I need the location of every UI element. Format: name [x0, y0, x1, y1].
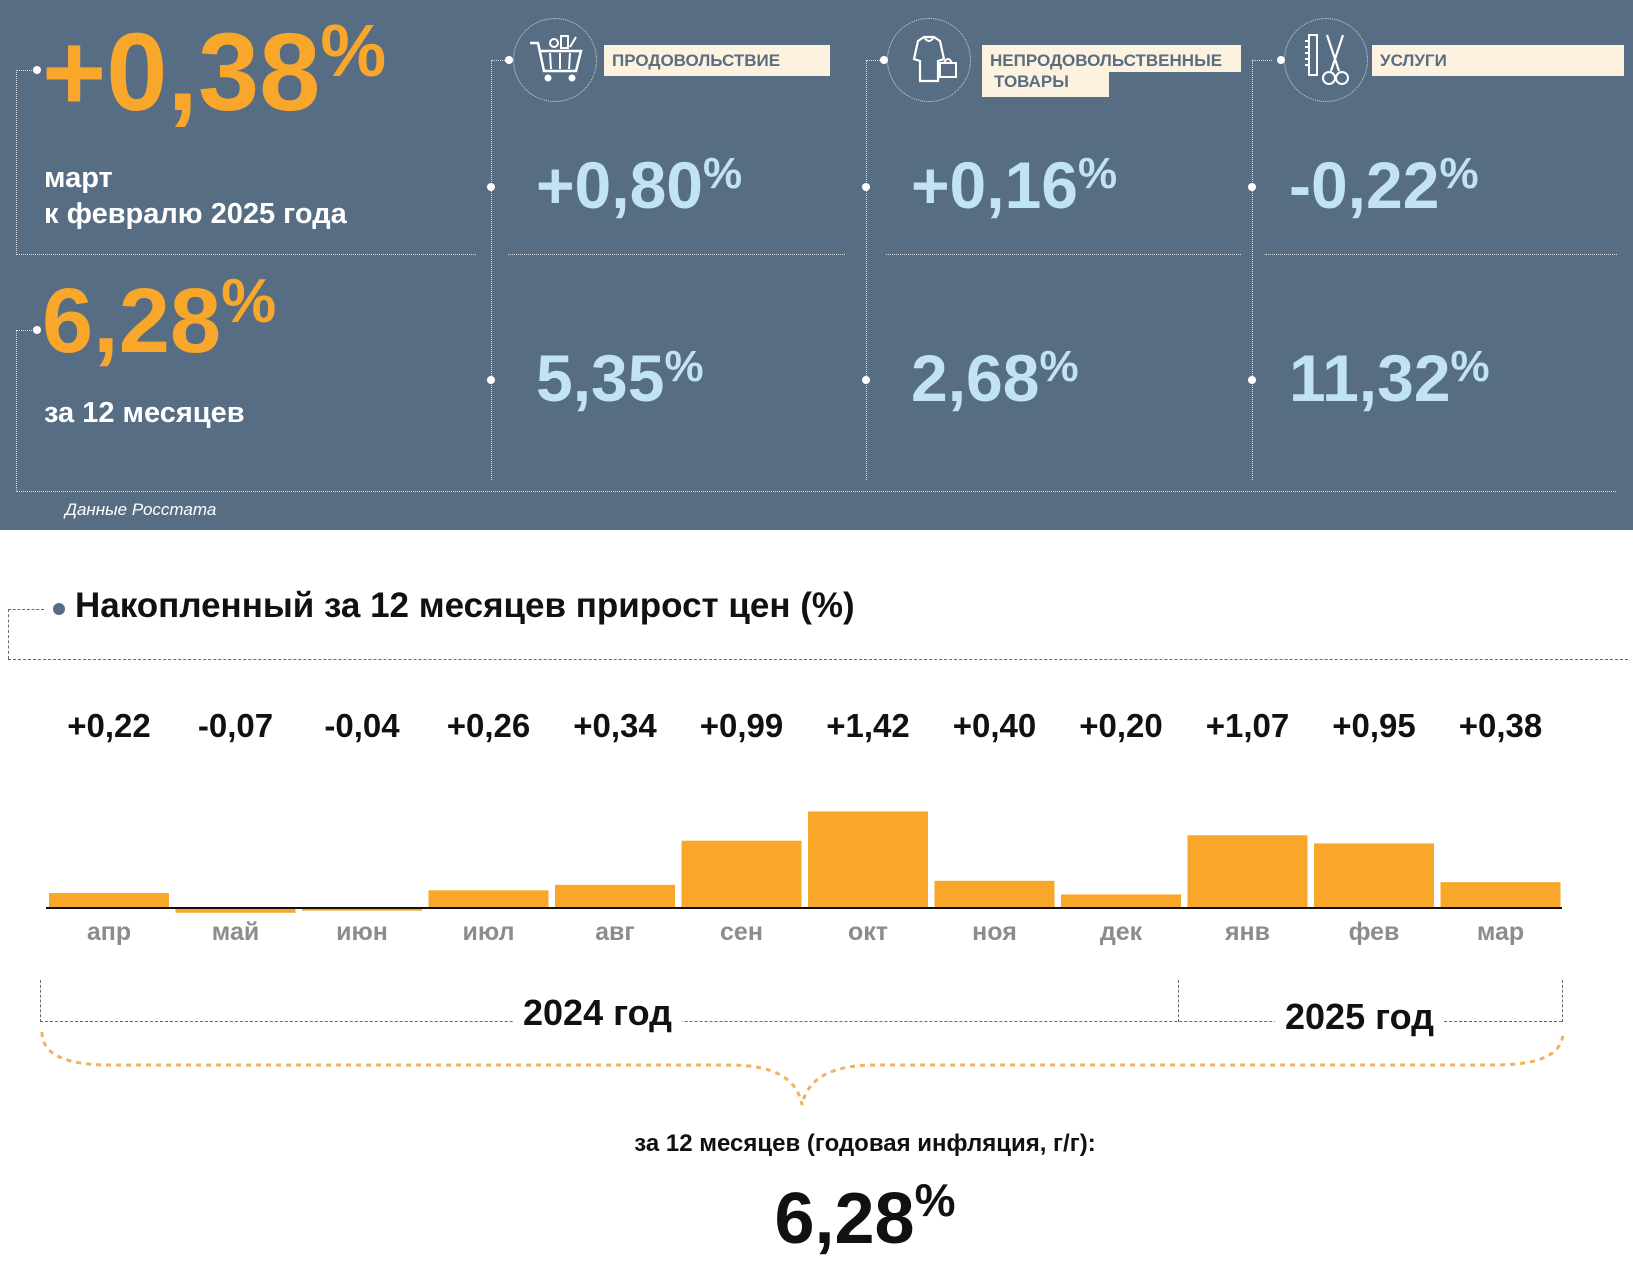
connector-line — [16, 70, 36, 71]
bar-май — [175, 908, 296, 913]
connector-dot — [1248, 183, 1256, 191]
connector-dot — [33, 66, 41, 74]
connector-dot — [487, 376, 495, 384]
bracket-line — [1562, 980, 1563, 1022]
month-label-дек: дек — [1099, 918, 1143, 946]
connector-dot — [880, 56, 888, 64]
connector-line — [866, 60, 867, 480]
month-label-ноя: ноя — [972, 918, 1017, 946]
connector-line — [16, 330, 36, 331]
category-label-nonfood-line2: ТОВАРЫ — [982, 70, 1109, 97]
divider-line — [8, 659, 1628, 660]
footer-annual-value: 6,28% — [774, 1174, 956, 1259]
connector-line — [866, 60, 886, 61]
divider-line — [886, 254, 1241, 255]
value-label-июл: +0,26 — [446, 707, 531, 744]
year-label-2025: 2025 год — [1275, 996, 1444, 1038]
connector-line — [1252, 60, 1272, 61]
annual-cpi-value: 6,28% — [42, 267, 277, 372]
connector-line — [8, 609, 44, 610]
value-label-июн: -0,04 — [324, 707, 400, 744]
title-dot — [53, 603, 65, 615]
shopping-cart-icon — [513, 18, 597, 102]
services-monthly-value: -0,22% — [1289, 148, 1479, 222]
bar-окт — [808, 811, 928, 908]
connector-dot — [862, 376, 870, 384]
footer-caption: за 12 месяцев (годовая инфляция, г/г): — [634, 1130, 1096, 1157]
month-label-сен: сен — [720, 918, 763, 946]
divider-line — [16, 491, 1616, 492]
annual-caption: за 12 месяцев — [44, 397, 245, 429]
connector-line — [1252, 60, 1253, 480]
divider-line — [1265, 254, 1617, 255]
food-annual-value: 5,35% — [536, 341, 704, 415]
value-label-дек: +0,20 — [1079, 707, 1163, 744]
month-label-май: май — [211, 918, 260, 946]
month-label-янв: янв — [1224, 918, 1271, 946]
nonfood-annual-value: 2,68% — [911, 341, 1079, 415]
connector-line — [491, 60, 511, 61]
connector-dot — [1277, 56, 1285, 64]
bar-ноя — [934, 880, 1055, 908]
value-label-янв: +1,07 — [1205, 707, 1290, 744]
month-label-мар: мар — [1476, 918, 1525, 946]
month-label-июл: июл — [462, 918, 515, 946]
bar-июл — [428, 890, 549, 908]
divider-line — [16, 254, 476, 255]
bracket-line — [1178, 980, 1179, 1022]
bar-дек — [1061, 894, 1181, 908]
value-label-апр: +0,22 — [67, 707, 151, 744]
bar-сен — [681, 840, 802, 908]
summary-panel: +0,38% март к февралю 2025 года 6,28% за… — [0, 0, 1633, 530]
source-note: Данные Росстата — [65, 500, 217, 519]
clothes-bag-icon — [887, 18, 971, 102]
connector-line — [491, 60, 492, 480]
value-label-сен: +0,99 — [699, 707, 784, 744]
monthly-caption: март к февралю 2025 года — [44, 162, 347, 230]
services-annual-value: 11,32% — [1289, 341, 1490, 415]
bracket-line — [40, 980, 41, 1022]
nonfood-monthly-value: +0,16% — [911, 148, 1118, 222]
connector-line — [16, 330, 17, 490]
value-label-мар: +0,38 — [1458, 707, 1543, 744]
food-monthly-value: +0,80% — [536, 148, 743, 222]
bar-апр — [49, 893, 169, 908]
connector-dot — [505, 56, 513, 64]
month-label-апр: апр — [86, 918, 132, 946]
year-label-2024: 2024 год — [513, 992, 682, 1034]
connector-line — [16, 70, 17, 255]
value-label-фев: +0,95 — [1332, 707, 1416, 744]
bar-янв — [1187, 835, 1308, 908]
connector-dot — [1248, 376, 1256, 384]
value-label-окт: +1,42 — [826, 707, 910, 744]
month-label-авг: авг — [595, 918, 635, 946]
bar-фев — [1314, 843, 1434, 908]
value-label-ноя: +0,40 — [952, 707, 1037, 744]
chart-title: Накопленный за 12 месяцев прирост цен (%… — [75, 586, 855, 625]
connector-dot — [33, 326, 41, 334]
divider-line — [508, 254, 845, 255]
bar-авг — [555, 884, 675, 908]
month-label-окт: окт — [847, 918, 889, 946]
month-label-фев: фев — [1348, 918, 1400, 946]
bracket-line — [40, 1021, 1562, 1022]
category-label-services: УСЛУГИ — [1372, 45, 1624, 76]
monthly-cpi-value: +0,38% — [42, 9, 387, 134]
connector-dot — [862, 183, 870, 191]
bar-chart — [46, 811, 1562, 913]
bar-мар — [1440, 882, 1561, 908]
curly-brace — [40, 1031, 1565, 1106]
month-label-июн: июн — [336, 918, 388, 946]
value-label-авг: +0,34 — [573, 707, 657, 744]
scissors-comb-icon — [1284, 18, 1368, 102]
bar-июн — [302, 908, 422, 911]
category-label-nonfood-line1: НЕПРОДОВОЛЬСТВЕННЫЕ — [982, 45, 1241, 72]
connector-dot — [487, 183, 495, 191]
category-label-food: ПРОДОВОЛЬСТВИЕ — [604, 45, 830, 76]
value-label-май: -0,07 — [197, 707, 274, 744]
connector-line — [8, 609, 9, 659]
